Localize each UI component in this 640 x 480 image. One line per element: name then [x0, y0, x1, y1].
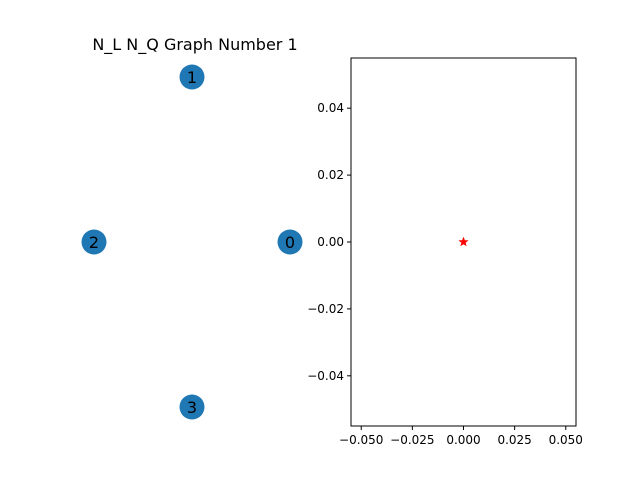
network-title: N_L N_Q Graph Number 1 — [92, 35, 297, 55]
network-node-label: 1 — [187, 68, 197, 87]
y-tick-label: 0.04 — [317, 101, 344, 115]
scatter-point — [458, 236, 469, 247]
y-tick-label: −0.04 — [307, 369, 344, 383]
y-tick-label: 0.02 — [317, 168, 344, 182]
x-tick-label: 0.050 — [549, 433, 583, 447]
scatter-panel: −0.050 −0.025 0.000 0.025 0.050 −0.04 −0.02 0.… — [307, 57, 583, 447]
x-tick-label: 0.025 — [497, 433, 531, 447]
network-node-label: 3 — [187, 398, 197, 417]
network-nodes: 0 1 2 3 — [81, 64, 303, 420]
network-node-label: 2 — [89, 233, 99, 252]
network-node-2 — [81, 229, 107, 255]
x-tick-label: −0.050 — [339, 433, 383, 447]
network-graph-panel: N_L N_Q Graph Number 1 0 1 2 3 — [81, 35, 303, 420]
y-tick-label: 0.00 — [317, 235, 344, 249]
y-axis-ticks: −0.04 −0.02 0.00 0.02 0.04 — [307, 101, 351, 383]
y-tick-label: −0.02 — [307, 302, 344, 316]
scatter-points — [458, 236, 469, 247]
network-node-label: 0 — [285, 233, 295, 252]
network-node-3 — [179, 394, 205, 420]
x-axis-ticks: −0.050 −0.025 0.000 0.025 0.050 — [339, 426, 583, 447]
network-node-0 — [277, 229, 303, 255]
network-node-1 — [179, 64, 205, 90]
x-tick-label: 0.000 — [446, 433, 480, 447]
x-tick-label: −0.025 — [390, 433, 434, 447]
